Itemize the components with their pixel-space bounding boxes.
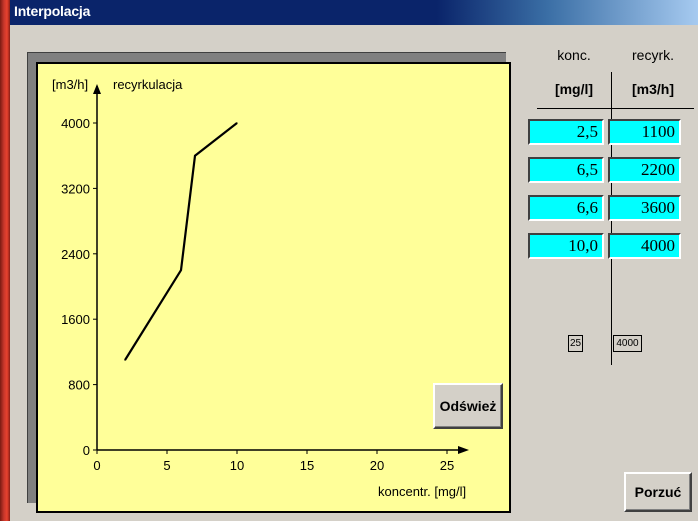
x-tick-label: 5 — [163, 458, 170, 473]
y-tick-label: 0 — [83, 443, 90, 458]
recyrk-unit-label: [m3/h] — [632, 81, 674, 97]
x-axis-label: koncentr. [mg/l] — [378, 484, 466, 499]
y-tick-label: 3200 — [61, 181, 90, 196]
refresh-button[interactable]: Odśwież — [433, 383, 503, 429]
recyrk-field-2[interactable]: 2200 — [608, 157, 681, 183]
y-unit-label: [m3/h] — [52, 77, 88, 92]
x-tick-label: 10 — [230, 458, 244, 473]
x-axis-arrow — [458, 446, 469, 454]
konc-field-1[interactable]: 2,5 — [528, 119, 604, 145]
konc-unit-label: [mg/l] — [554, 81, 594, 97]
recyrk-field-3[interactable]: 3600 — [608, 195, 681, 221]
quit-button[interactable]: Porzuć — [624, 472, 692, 512]
y-tick-label: 1600 — [61, 312, 90, 327]
konc-field-3[interactable]: 6,6 — [528, 195, 604, 221]
konc-field-2[interactable]: 6,5 — [528, 157, 604, 183]
left-edge-strip — [0, 0, 10, 521]
x-max-field[interactable]: 25 — [568, 335, 583, 352]
data-point — [236, 122, 238, 124]
chart-panel: 0 800 1600 2400 3200 4000 0 5 10 15 20 25 [m3/h] r… — [36, 62, 511, 513]
x-ticks: 0 5 10 15 20 25 — [93, 450, 454, 473]
konc-field-4[interactable]: 10,0 — [528, 233, 604, 259]
y-axis-arrow — [93, 84, 101, 94]
series-group — [124, 122, 238, 361]
recyrk-column-header: recyrk. — [632, 47, 674, 63]
y-tick-label: 2400 — [61, 247, 90, 262]
data-point — [180, 269, 182, 271]
header-divider — [537, 108, 694, 109]
recirculation-chart: 0 800 1600 2400 3200 4000 0 5 10 15 20 25 [m3/h] r… — [52, 77, 469, 499]
window-title: Interpolacja — [14, 3, 91, 19]
recyrk-field-1[interactable]: 1100 — [608, 119, 681, 145]
x-tick-label: 20 — [370, 458, 384, 473]
x-tick-label: 25 — [440, 458, 454, 473]
y-tick-label: 800 — [68, 378, 90, 393]
chart-axes — [93, 84, 469, 454]
recyrk-field-4[interactable]: 4000 — [608, 233, 681, 259]
series-line — [124, 122, 238, 361]
x-tick-label: 0 — [93, 458, 100, 473]
y-tick-label: 4000 — [61, 116, 90, 131]
y-ticks: 0 800 1600 2400 3200 4000 — [61, 116, 97, 458]
data-point — [194, 155, 196, 157]
title-bar: Interpolacja — [10, 0, 698, 25]
konc-column-header: konc. — [557, 47, 591, 63]
interpolation-window: Interpolacja 0 800 1600 2400 3200 4000 0 5 10 15… — [10, 0, 698, 521]
y-max-field[interactable]: 4000 — [613, 335, 642, 352]
x-tick-label: 15 — [300, 458, 314, 473]
data-point — [124, 359, 126, 361]
y-axis-label: recyrkulacja — [113, 77, 183, 92]
